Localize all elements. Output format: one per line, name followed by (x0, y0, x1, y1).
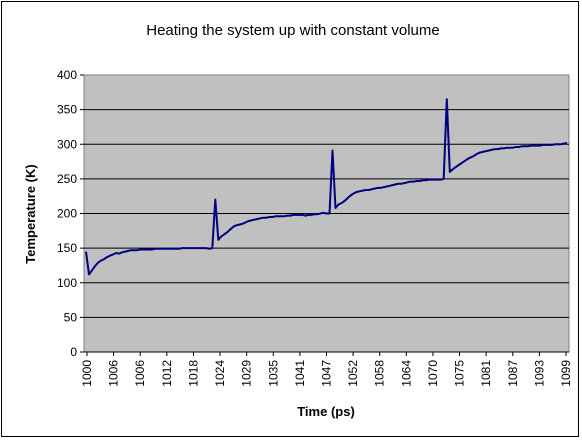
x-axis-title: Time (ps) (297, 404, 355, 419)
x-tick-label: 1012 (160, 360, 174, 387)
x-tick-label: 1024 (213, 360, 227, 387)
x-tick-label: 1081 (479, 360, 493, 387)
x-tick-label: 1018 (186, 360, 200, 387)
x-axis-ticks: 1000 1006 1006 1012 1018 1024 1029 1035 1041 1047… (80, 351, 573, 387)
x-tick-label: 1029 (240, 360, 254, 387)
y-tick-label: 50 (64, 310, 78, 324)
x-tick-label: 1041 (293, 360, 307, 387)
x-tick-label: 1000 (80, 360, 94, 387)
chart-title: Heating the system up with constant volu… (146, 22, 439, 39)
y-axis-ticks: 0 50 100 150 200 250 300 350 400 (57, 68, 84, 359)
y-tick-label: 0 (70, 345, 77, 359)
series-line (85, 98, 568, 276)
y-tick-label: 100 (57, 276, 77, 290)
x-tick-label: 1064 (399, 360, 413, 387)
y-tick-label: 200 (57, 207, 77, 221)
x-tick-label: 1047 (320, 360, 334, 387)
y-axis-title: Temperature (K) (23, 164, 38, 263)
y-tick-label: 250 (57, 172, 77, 186)
y-tick-label: 300 (57, 137, 77, 151)
x-tick-label: 1075 (453, 360, 467, 387)
y-tick-label: 400 (57, 68, 77, 82)
x-tick-label: 1058 (373, 360, 387, 387)
x-tick-label: 1006 (133, 360, 147, 387)
gridlines (84, 109, 569, 318)
x-tick-label: 1070 (426, 360, 440, 387)
x-tick-label: 1052 (346, 360, 360, 387)
y-tick-label: 150 (57, 241, 77, 255)
y-tick-label: 350 (57, 103, 77, 117)
x-tick-label: 1099 (559, 360, 573, 387)
x-tick-label: 1006 (107, 360, 121, 387)
x-tick-label: 1093 (532, 360, 546, 387)
x-tick-label: 1087 (506, 360, 520, 387)
x-tick-label: 1035 (266, 360, 280, 387)
